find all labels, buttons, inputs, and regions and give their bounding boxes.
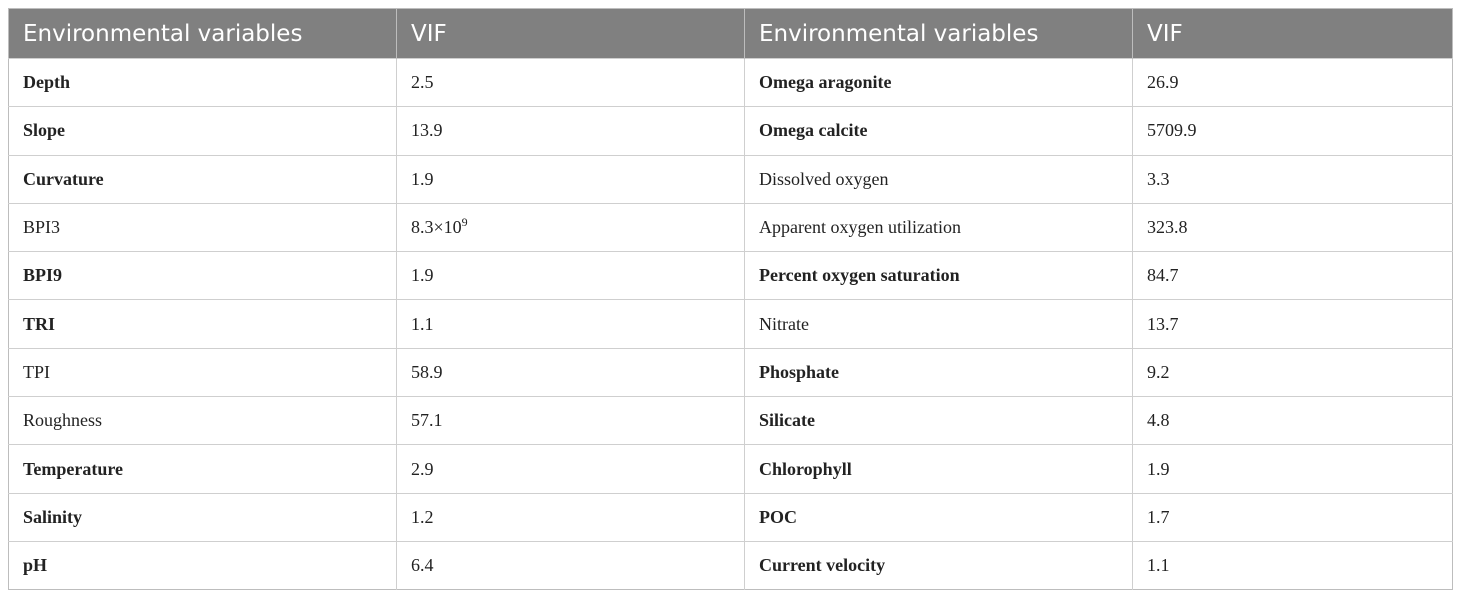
right-vif-cell: 5709.9: [1132, 106, 1453, 156]
header-right-variable: Environmental variables: [744, 8, 1133, 59]
right-vif-cell: 9.2: [1132, 347, 1453, 397]
left-variable-cell: Temperature: [8, 444, 397, 494]
right-vif-cell: 1.7: [1132, 492, 1453, 542]
left-variable-cell: BPI3: [8, 202, 397, 252]
table-row: BPI3 8.3×109 Apparent oxygen utilization 32…: [8, 202, 1453, 252]
right-variable-cell: Dissolved oxygen: [744, 154, 1133, 204]
right-variable-cell: POC: [744, 492, 1133, 542]
left-variable-cell: Slope: [8, 106, 397, 156]
right-variable-cell: Chlorophyll: [744, 444, 1133, 494]
table-row: Salinity 1.2 POC 1.7: [8, 492, 1453, 542]
right-variable-cell: Silicate: [744, 396, 1133, 445]
left-vif-cell: 6.4: [396, 540, 745, 590]
left-vif-value: 6.4: [411, 555, 434, 576]
left-variable-cell: Roughness: [8, 396, 397, 445]
right-variable-cell: Nitrate: [744, 299, 1133, 349]
table-header: Environmental variables VIF Environmenta…: [8, 8, 1453, 59]
table-row: Curvature 1.9 Dissolved oxygen 3.3: [8, 154, 1453, 204]
table-body: Depth 2.5 Omega aragonite 26.9 Slope 13.9 Omeg…: [8, 57, 1453, 590]
right-variable-cell: Omega calcite: [744, 106, 1133, 156]
left-vif-value: 1.2: [411, 506, 434, 527]
header-row: Environmental variables VIF Environmenta…: [8, 8, 1453, 59]
left-vif-value: 1.9: [411, 265, 434, 286]
table-row: Depth 2.5 Omega aragonite 26.9: [8, 57, 1453, 107]
table-row: TRI 1.1 Nitrate 13.7: [8, 299, 1453, 349]
left-vif-cell: 1.1: [396, 299, 745, 349]
left-vif-cell: 1.9: [396, 154, 745, 204]
left-variable-cell: Salinity: [8, 492, 397, 542]
left-vif-cell: 2.9: [396, 444, 745, 494]
left-vif-exponent: 9: [461, 215, 468, 230]
left-vif-cell: 1.9: [396, 251, 745, 300]
left-vif-value: 1.1: [411, 313, 434, 334]
header-left-variable: Environmental variables: [8, 8, 397, 59]
left-variable-cell: Depth: [8, 57, 397, 107]
table-row: BPI9 1.9 Percent oxygen saturation 84.7: [8, 251, 1453, 300]
header-right-vif: VIF: [1132, 8, 1453, 59]
right-variable-cell: Apparent oxygen utilization: [744, 202, 1133, 252]
left-vif-value: 8.3×10: [411, 217, 462, 238]
table-row: Slope 13.9 Omega calcite 5709.9: [8, 106, 1453, 156]
table-row: Roughness 57.1 Silicate 4.8: [8, 396, 1453, 445]
right-vif-cell: 13.7: [1132, 299, 1453, 349]
right-variable-cell: Current velocity: [744, 540, 1133, 590]
table-row: pH 6.4 Current velocity 1.1: [8, 540, 1453, 590]
right-variable-cell: Percent oxygen saturation: [744, 251, 1133, 300]
left-variable-cell: TPI: [8, 347, 397, 397]
left-vif-cell: 1.2: [396, 492, 745, 542]
right-vif-cell: 26.9: [1132, 57, 1453, 107]
left-vif-value: 2.5: [411, 72, 434, 93]
table-row: Temperature 2.9 Chlorophyll 1.9: [8, 444, 1453, 494]
table-row: TPI 58.9 Phosphate 9.2: [8, 347, 1453, 397]
vif-table: Environmental variables VIF Environmenta…: [8, 8, 1453, 591]
right-vif-cell: 323.8: [1132, 202, 1453, 252]
vif-table-container: Environmental variables VIF Environmenta…: [8, 8, 1453, 591]
right-vif-cell: 4.8: [1132, 396, 1453, 445]
right-vif-cell: 3.3: [1132, 154, 1453, 204]
left-variable-cell: Curvature: [8, 154, 397, 204]
left-vif-value: 58.9: [411, 361, 443, 382]
left-vif-cell: 13.9: [396, 106, 745, 156]
left-vif-cell: 57.1: [396, 396, 745, 445]
left-variable-cell: TRI: [8, 299, 397, 349]
right-variable-cell: Phosphate: [744, 347, 1133, 397]
right-vif-cell: 1.1: [1132, 540, 1453, 590]
left-vif-value: 2.9: [411, 458, 434, 479]
left-vif-value: 57.1: [411, 410, 443, 431]
header-left-vif: VIF: [396, 8, 745, 59]
left-variable-cell: BPI9: [8, 251, 397, 300]
right-vif-cell: 84.7: [1132, 251, 1453, 300]
right-variable-cell: Omega aragonite: [744, 57, 1133, 107]
left-vif-cell: 58.9: [396, 347, 745, 397]
left-vif-value: 1.9: [411, 168, 434, 189]
left-vif-cell: 2.5: [396, 57, 745, 107]
right-vif-cell: 1.9: [1132, 444, 1453, 494]
left-variable-cell: pH: [8, 540, 397, 590]
left-vif-cell: 8.3×109: [396, 202, 745, 252]
left-vif-value: 13.9: [411, 120, 443, 141]
